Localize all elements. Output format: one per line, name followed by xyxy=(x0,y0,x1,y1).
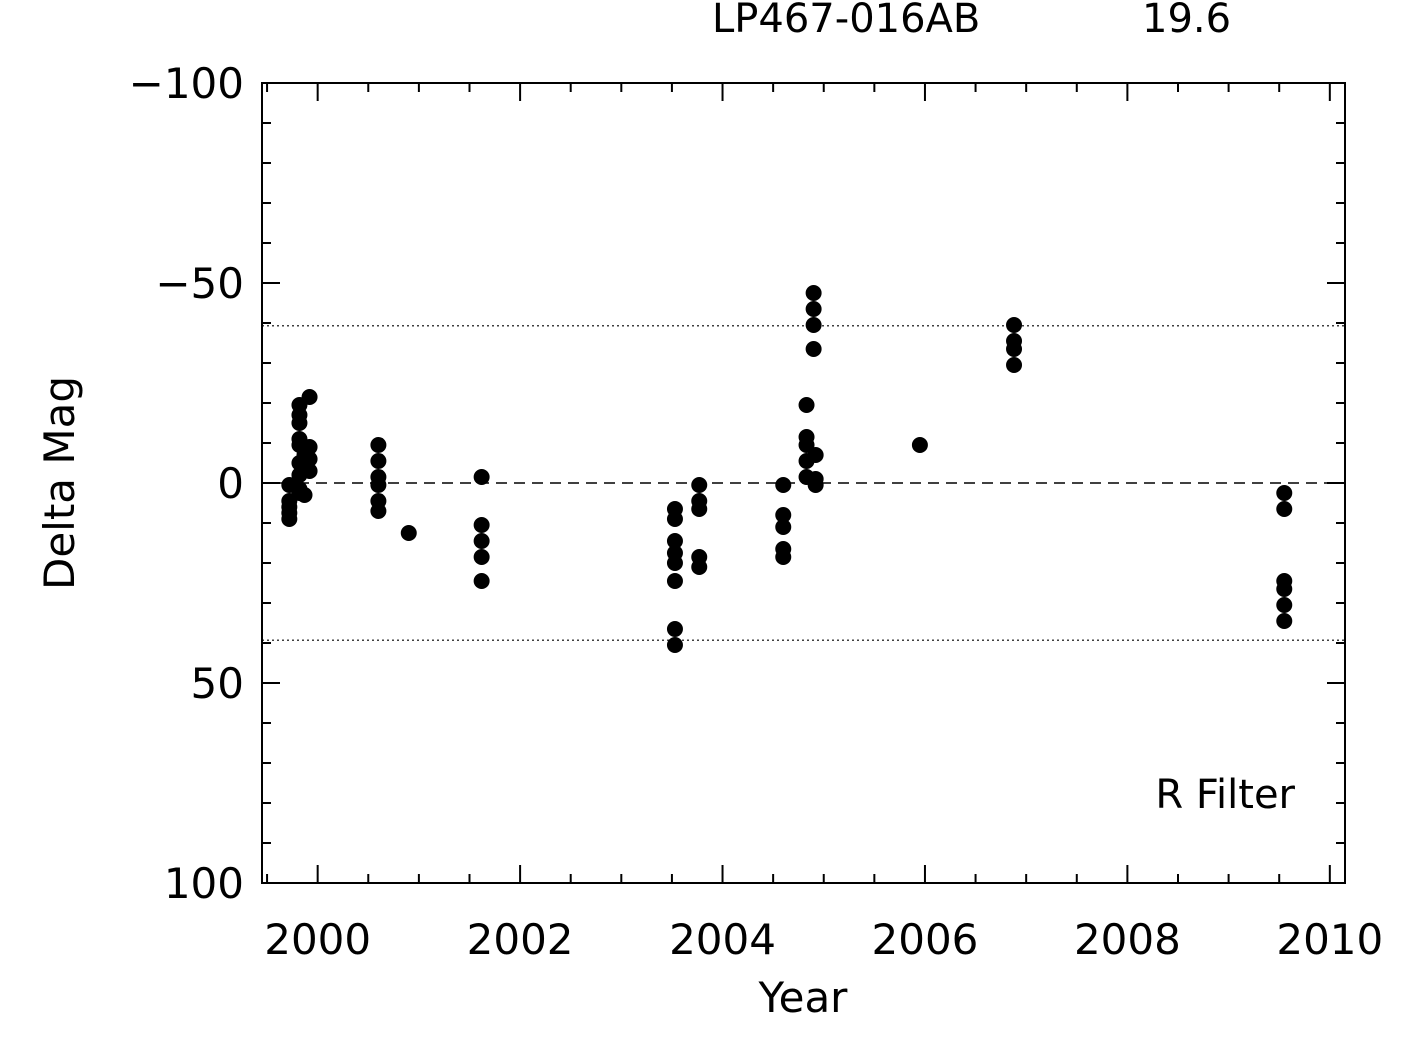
data-point xyxy=(1006,341,1023,357)
y-axis-title: Delta Mag xyxy=(35,376,84,590)
data-point xyxy=(370,453,387,469)
data-point xyxy=(291,415,308,431)
data-point xyxy=(281,499,298,515)
x-tick-label: 2000 xyxy=(264,915,371,964)
data-point xyxy=(1276,597,1293,613)
data-point xyxy=(805,317,822,333)
data-point xyxy=(281,511,298,527)
y-tick-label: 100 xyxy=(164,859,244,908)
data-point xyxy=(1276,485,1293,501)
data-point xyxy=(798,397,815,413)
data-point xyxy=(1276,613,1293,629)
data-point xyxy=(691,477,708,493)
data-point xyxy=(473,573,490,589)
data-point xyxy=(805,341,822,357)
data-point xyxy=(473,517,490,533)
data-point xyxy=(1006,357,1023,373)
data-point xyxy=(301,439,318,455)
data-point xyxy=(370,503,387,519)
data-point xyxy=(691,559,708,575)
data-point xyxy=(666,637,683,653)
x-tick-label: 2008 xyxy=(1074,915,1181,964)
data-point xyxy=(775,549,792,565)
data-point xyxy=(807,477,824,493)
data-point xyxy=(691,501,708,517)
data-point xyxy=(805,285,822,301)
data-point xyxy=(1276,501,1293,517)
data-points xyxy=(281,285,1293,653)
x-tick-label: 2002 xyxy=(467,915,574,964)
data-point xyxy=(775,507,792,523)
filter-annotation: R Filter xyxy=(1155,772,1295,818)
data-point xyxy=(911,437,928,453)
data-point xyxy=(301,451,318,467)
data-point xyxy=(301,463,318,479)
axis-tick-labels: 2000 2002 2004 2006 2008 2010 −100 −50 0 50 100 xyxy=(129,59,1384,964)
header-value-text: 19.6 xyxy=(1142,0,1231,42)
data-point xyxy=(473,469,490,485)
y-tick-label: −50 xyxy=(155,259,244,308)
header-object-name: LP467-016AB xyxy=(712,0,980,42)
data-point xyxy=(473,533,490,549)
header: LP467-016AB 19.6 xyxy=(712,0,1231,42)
data-point xyxy=(666,573,683,589)
data-point xyxy=(301,389,318,405)
y-tick-label: −100 xyxy=(129,59,244,108)
data-point xyxy=(775,477,792,493)
data-point xyxy=(666,511,683,527)
data-point xyxy=(775,519,792,535)
data-point xyxy=(1276,581,1293,597)
axis-ticks xyxy=(262,82,1345,884)
data-point xyxy=(400,525,417,541)
data-point xyxy=(666,533,683,549)
x-tick-label: 2006 xyxy=(872,915,979,964)
data-point xyxy=(807,447,824,463)
x-tick-label: 2004 xyxy=(669,915,776,964)
x-tick-label: 2010 xyxy=(1276,915,1383,964)
y-tick-label: 0 xyxy=(217,459,244,508)
y-tick-label: 50 xyxy=(191,659,244,708)
data-point xyxy=(370,437,387,453)
data-point xyxy=(296,487,313,503)
data-point xyxy=(666,621,683,637)
x-axis-title: Year xyxy=(758,973,849,1022)
data-point xyxy=(473,549,490,565)
plot-frame xyxy=(261,82,1346,884)
data-point xyxy=(370,477,387,493)
data-point xyxy=(805,301,822,317)
data-point xyxy=(666,555,683,571)
data-point xyxy=(1006,317,1023,333)
